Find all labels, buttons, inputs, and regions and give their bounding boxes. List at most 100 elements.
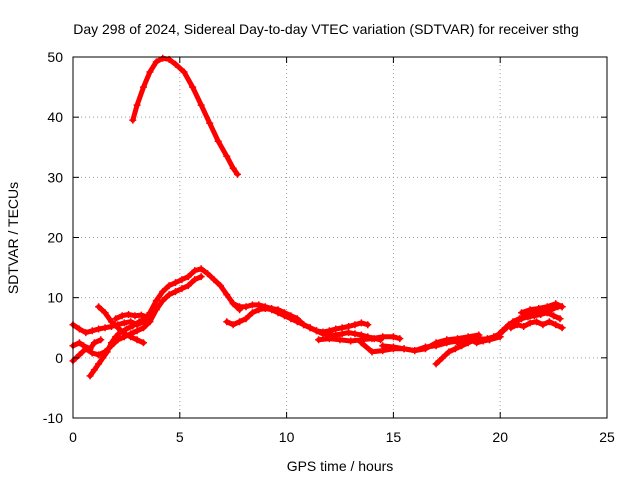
y-tick-label: -10 xyxy=(43,410,63,426)
series-arc-d xyxy=(95,303,147,347)
data-point xyxy=(306,324,314,332)
series-arc-high xyxy=(129,54,241,178)
data-point xyxy=(152,306,160,314)
data-point xyxy=(543,309,551,317)
data-point xyxy=(248,301,256,309)
data-point xyxy=(357,319,365,327)
data-point xyxy=(204,270,212,278)
data-point xyxy=(112,315,120,323)
data-point xyxy=(229,300,237,308)
data-point xyxy=(152,297,160,305)
x-tick-label: 10 xyxy=(279,429,295,445)
data-point xyxy=(445,348,453,356)
data-point xyxy=(103,348,111,356)
data-point xyxy=(120,330,128,338)
data-point xyxy=(396,335,404,343)
data-point xyxy=(101,324,109,332)
data-point xyxy=(453,339,461,347)
data-point xyxy=(552,321,560,329)
data-point xyxy=(197,101,205,109)
series-arc-o xyxy=(518,300,566,317)
data-point xyxy=(558,324,566,332)
data-point xyxy=(131,312,139,320)
y-tick-label: 40 xyxy=(47,109,63,125)
data-point xyxy=(229,321,237,329)
data-point xyxy=(543,303,551,311)
series-arc-e xyxy=(69,336,105,353)
series-arc-m xyxy=(453,309,564,347)
data-series xyxy=(69,54,566,380)
data-point xyxy=(379,342,387,350)
data-point xyxy=(223,318,231,326)
data-point xyxy=(236,303,244,311)
data-point xyxy=(189,83,197,91)
data-point xyxy=(216,282,224,290)
data-point xyxy=(95,360,103,368)
data-point xyxy=(127,318,135,326)
data-point xyxy=(146,68,154,76)
data-point xyxy=(99,354,107,362)
data-point xyxy=(451,345,459,353)
data-point xyxy=(191,276,199,284)
data-point xyxy=(206,119,214,127)
data-point xyxy=(389,333,397,341)
data-point xyxy=(165,291,173,299)
data-point xyxy=(139,324,147,332)
data-point xyxy=(255,301,263,309)
data-point xyxy=(214,137,222,145)
data-point xyxy=(120,319,128,327)
series-arc-n xyxy=(507,318,566,332)
series-arc-a xyxy=(69,265,244,337)
data-point xyxy=(518,315,526,323)
data-point xyxy=(223,291,231,299)
data-point xyxy=(411,347,419,355)
data-point xyxy=(368,348,376,356)
series-trace xyxy=(70,337,104,352)
data-point xyxy=(439,354,447,362)
data-point xyxy=(210,276,218,284)
data-point xyxy=(338,330,346,338)
data-point xyxy=(129,322,137,330)
y-tick-label: 0 xyxy=(55,350,63,366)
series-trace xyxy=(130,55,240,177)
data-point xyxy=(133,336,141,344)
data-point xyxy=(242,315,250,323)
data-point xyxy=(533,318,541,326)
series-arc-f xyxy=(112,311,152,323)
data-point xyxy=(479,337,487,345)
data-point xyxy=(75,339,83,347)
data-point xyxy=(364,321,372,329)
data-point xyxy=(268,304,276,312)
data-point xyxy=(135,318,143,326)
data-point xyxy=(526,306,534,314)
data-point xyxy=(197,265,205,273)
data-point xyxy=(332,325,340,333)
data-point xyxy=(86,345,94,353)
x-axis-label: GPS time / hours xyxy=(287,458,394,474)
y-tick-label: 20 xyxy=(47,230,63,246)
data-point xyxy=(498,327,506,335)
x-tick-label: 15 xyxy=(386,429,402,445)
data-point xyxy=(97,336,105,344)
data-point xyxy=(379,333,387,341)
data-point xyxy=(229,164,237,172)
data-point xyxy=(75,325,83,333)
series-arc-b xyxy=(69,273,205,365)
data-point xyxy=(223,152,231,160)
data-point xyxy=(432,360,440,368)
grid-lines xyxy=(73,57,607,418)
data-point xyxy=(336,336,344,344)
axis-ticks: 0 5 10 15 20 25 -10 0 10 20 30 40 50 xyxy=(43,49,615,445)
data-point xyxy=(137,311,145,319)
data-point xyxy=(125,311,133,319)
data-point xyxy=(107,318,115,326)
x-tick-label: 20 xyxy=(492,429,508,445)
data-point xyxy=(80,342,88,350)
data-point xyxy=(315,336,323,344)
data-point xyxy=(319,328,327,336)
data-point xyxy=(159,54,167,62)
data-point xyxy=(88,349,96,357)
data-point xyxy=(524,313,532,321)
data-point xyxy=(550,312,558,320)
